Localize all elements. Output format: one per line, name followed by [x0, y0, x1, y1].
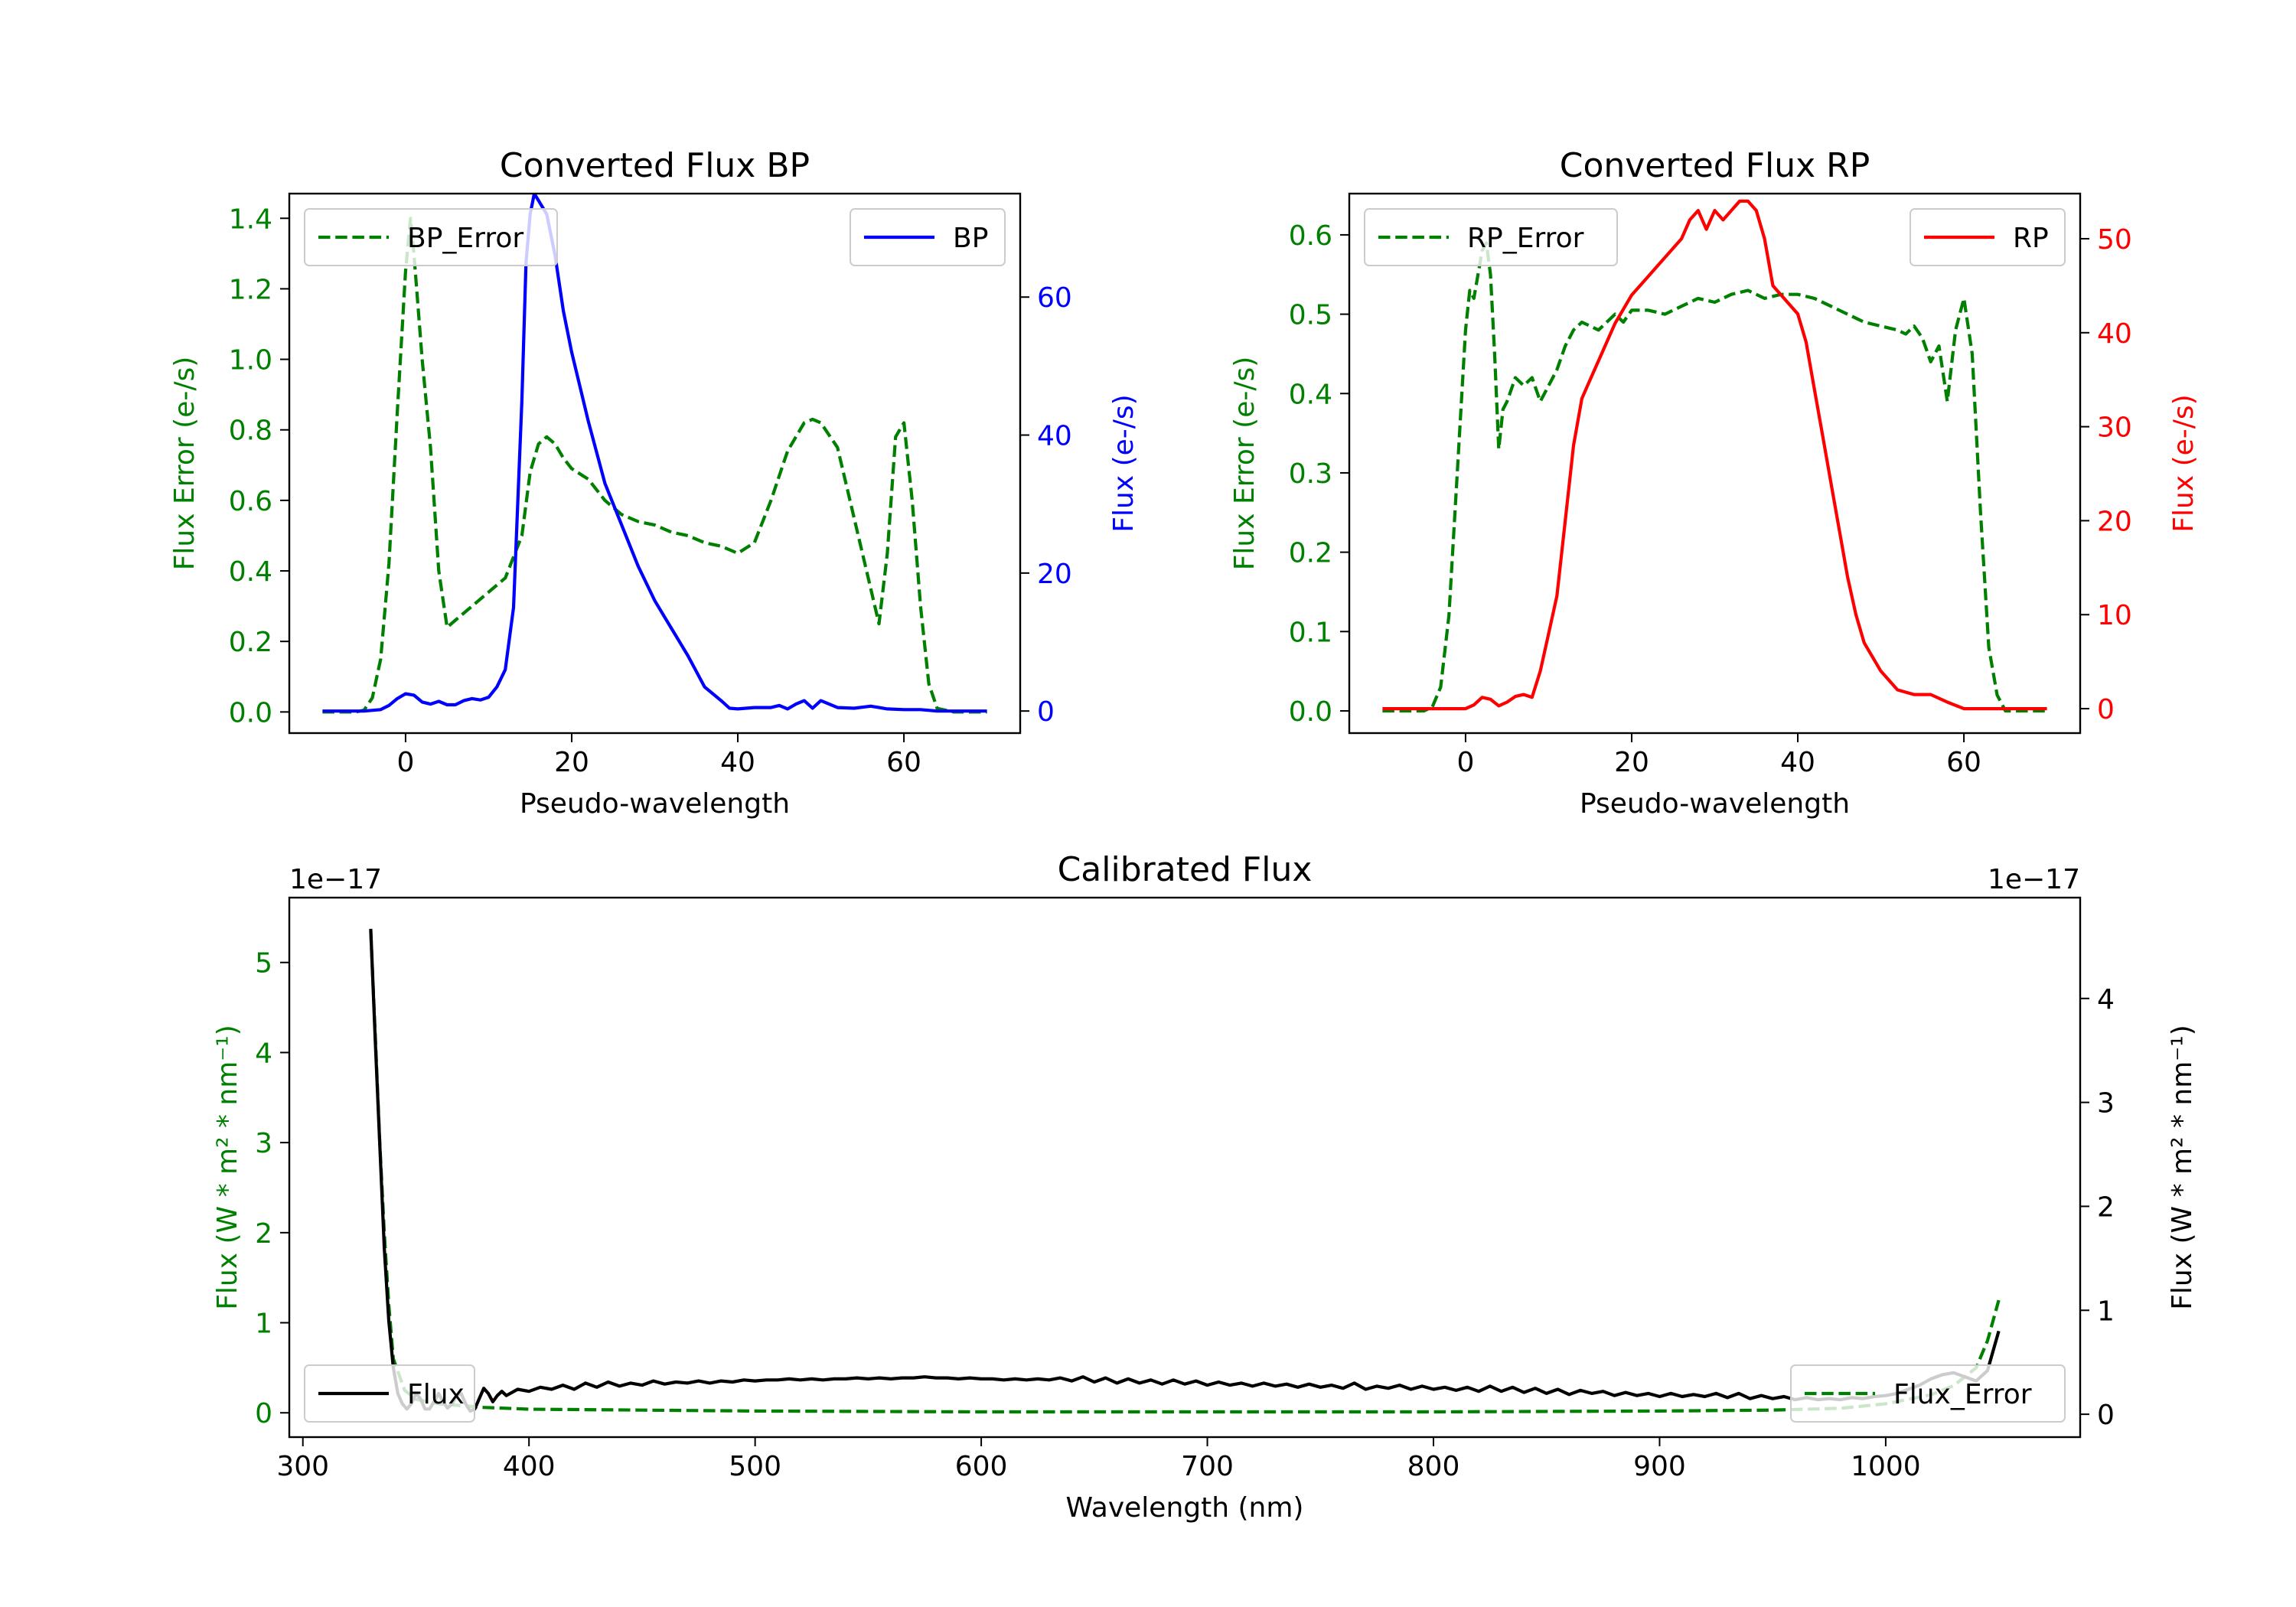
- y-left-tick-label: 1.0: [229, 345, 272, 376]
- y-left-tick-label: 0.2: [1289, 538, 1332, 569]
- series-line-rp: [1382, 199, 2047, 711]
- y-left-axis-label: Flux Error (e-/s): [169, 357, 201, 571]
- y-right-offset-text: 1e−17: [1988, 864, 2080, 895]
- chart-bp: Converted Flux BP 0 20 40 60 Pseudo-wavelengt…: [169, 146, 1140, 820]
- y-left-tick-label: 0.4: [1289, 379, 1332, 410]
- legend-bp-error: BP_Error: [304, 208, 558, 266]
- legend-label: Flux_Error: [1893, 1379, 2032, 1410]
- series-group: [1382, 199, 2047, 713]
- x-tick-label: 600: [955, 1451, 1008, 1482]
- series-line-flux: [369, 928, 2001, 1413]
- x-tick-label: 800: [1407, 1451, 1460, 1482]
- y-left-tick-label: 0.5: [1289, 300, 1332, 331]
- y-left-tick-label: 2: [255, 1218, 272, 1250]
- plot-frame: [1348, 192, 2082, 735]
- plot-frame: [288, 192, 1022, 735]
- chart-title: Converted Flux BP: [500, 146, 810, 185]
- y-right-tick-label: 60: [1037, 282, 1072, 314]
- y-right-tick-label: 50: [2097, 224, 2132, 256]
- y-right-tick-label: 3: [2097, 1088, 2115, 1120]
- y-right-tick-label: 40: [1037, 421, 1072, 452]
- chart-title: Calibrated Flux: [1058, 850, 1313, 889]
- legend-box: [1790, 1364, 2066, 1423]
- y-right-tick-label: 0: [1037, 696, 1055, 728]
- x-tick-label: 900: [1633, 1451, 1686, 1482]
- y-left-axis-label: Flux (W * m² * nm⁻¹): [212, 1025, 243, 1310]
- y-left-tick-label: 0.2: [229, 627, 272, 658]
- x-tick-label: 0: [396, 747, 414, 778]
- y-right-tick-label: 2: [2097, 1191, 2115, 1223]
- legend-box: [304, 1364, 475, 1423]
- x-tick-label: 400: [503, 1451, 556, 1482]
- legend-bp: BP: [850, 208, 1006, 266]
- y-left-tick-label: 0.1: [1289, 617, 1332, 648]
- y-left-tick-label: 5: [255, 948, 272, 980]
- legend-box: [304, 208, 558, 266]
- chart-rp: Converted Flux RP 0 20 40 60 Pseudo-wavelengt…: [1229, 146, 2200, 820]
- x-tick-label: 20: [1614, 747, 1649, 778]
- y-right-tick-label: 0: [2097, 1400, 2115, 1431]
- legend-label: Flux: [407, 1379, 465, 1410]
- series-line-bp-error: [322, 217, 987, 714]
- x-axis-label: Pseudo-wavelength: [1580, 788, 1850, 820]
- legend-label: RP: [2013, 223, 2049, 254]
- x-axis-label: Pseudo-wavelength: [520, 788, 790, 820]
- y-right-tick-label: 0: [2097, 694, 2115, 725]
- x-tick-label: 500: [729, 1451, 781, 1482]
- y-right-tick-label: 20: [1037, 559, 1072, 590]
- x-axis-label: Wavelength (nm): [1066, 1492, 1304, 1524]
- legend-label: BP_Error: [407, 223, 523, 254]
- y-left-tick-label: 0.0: [1289, 696, 1332, 728]
- y-left-offset-text: 1e−17: [289, 864, 382, 895]
- x-tick-label: 60: [1946, 747, 1981, 778]
- legend-label: RP_Error: [1467, 223, 1584, 254]
- y-right-tick-label: 10: [2097, 600, 2132, 631]
- series-group: [322, 194, 987, 714]
- x-tick-label: 1000: [1851, 1451, 1921, 1482]
- y-left-tick-label: 4: [255, 1038, 272, 1069]
- series-line-flux-error: [369, 931, 2001, 1414]
- y-left-tick-label: 0.4: [229, 556, 272, 588]
- y-right-axis-label: Flux (W * m² * nm⁻¹): [2167, 1025, 2198, 1310]
- legend-rp-error: RP_Error: [1364, 208, 1618, 266]
- y-left-tick-label: 0: [255, 1398, 272, 1429]
- y-right-tick-label: 4: [2097, 984, 2115, 1015]
- legend-box: [1364, 208, 1618, 266]
- chart-title: Converted Flux RP: [1560, 146, 1870, 185]
- y-left-tick-label: 0.6: [229, 486, 272, 517]
- x-tick-label: 300: [276, 1451, 329, 1482]
- y-left-tick-label: 0.6: [1289, 220, 1332, 252]
- series-group: [369, 928, 2001, 1414]
- x-tick-label: 700: [1181, 1451, 1234, 1482]
- x-tick-label: 20: [554, 747, 589, 778]
- legend-flux-error: Flux_Error: [1790, 1364, 2066, 1423]
- legend-flux: Flux: [304, 1364, 475, 1423]
- series-line-bp: [322, 194, 987, 713]
- y-right-tick-label: 40: [2097, 318, 2132, 350]
- y-left-tick-label: 1.2: [229, 274, 272, 305]
- y-right-tick-label: 20: [2097, 506, 2132, 537]
- series-line-rp-error: [1382, 241, 2047, 713]
- y-left-tick-label: 0.0: [229, 697, 272, 729]
- plot-frame: [288, 896, 2082, 1439]
- x-tick-label: 40: [720, 747, 755, 778]
- y-right-axis-label: Flux (e-/s): [1108, 394, 1140, 532]
- legend-rp: RP: [1910, 208, 2066, 266]
- x-tick-label: 0: [1456, 747, 1474, 778]
- y-left-tick-label: 0.3: [1289, 458, 1332, 490]
- y-right-tick-label: 30: [2097, 412, 2132, 444]
- y-left-tick-label: 1: [255, 1309, 272, 1340]
- x-tick-label: 40: [1780, 747, 1815, 778]
- y-right-tick-label: 1: [2097, 1296, 2115, 1327]
- x-tick-label: 60: [886, 747, 921, 778]
- y-left-axis-label: Flux Error (e-/s): [1229, 357, 1261, 571]
- y-left-tick-label: 1.4: [229, 204, 272, 235]
- legend-label: BP: [953, 223, 988, 254]
- y-right-axis-label: Flux (e-/s): [2168, 394, 2200, 532]
- y-left-tick-label: 0.8: [229, 416, 272, 447]
- y-left-tick-label: 3: [255, 1128, 272, 1159]
